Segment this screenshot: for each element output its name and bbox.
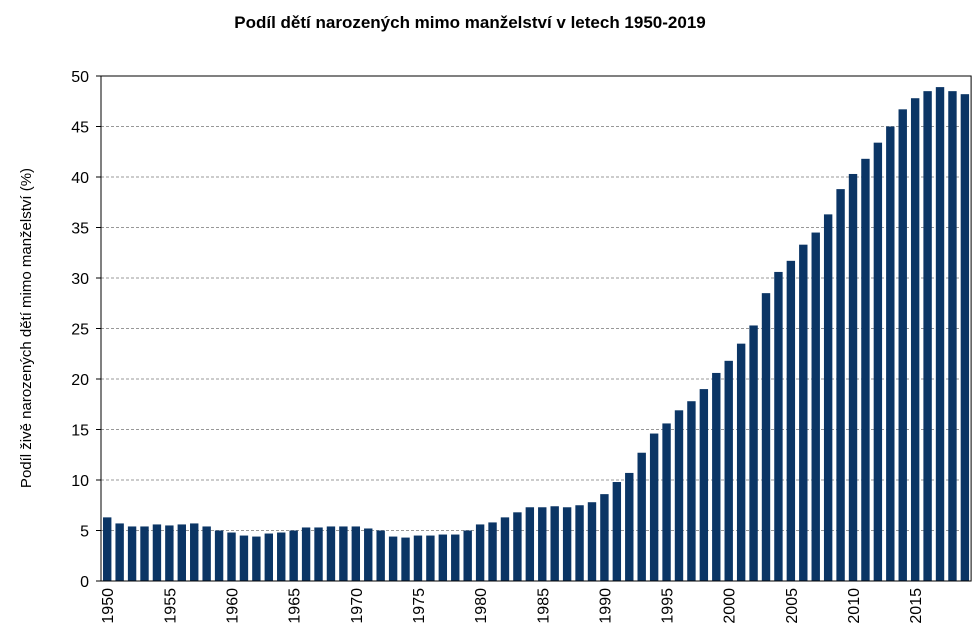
- x-tick-label: 1955: [162, 588, 179, 624]
- bar: [127, 526, 137, 581]
- bar: [376, 530, 385, 581]
- bar: [289, 530, 298, 581]
- bar: [252, 536, 261, 581]
- bar: [314, 527, 323, 581]
- bar: [438, 534, 448, 581]
- bar: [886, 126, 895, 581]
- bar: [339, 526, 348, 581]
- bar: [736, 343, 746, 581]
- bar: [451, 534, 460, 581]
- bar: [202, 526, 211, 581]
- bar: [699, 389, 709, 581]
- x-tick-label: 1975: [411, 588, 428, 624]
- bar: [140, 526, 149, 581]
- x-tick-label: 1980: [473, 588, 490, 624]
- bar: [848, 173, 858, 581]
- x-tick-label: 2005: [784, 588, 801, 624]
- bar: [575, 505, 584, 581]
- bar: [538, 507, 547, 581]
- bar: [898, 109, 907, 581]
- bar: [326, 526, 336, 581]
- bar: [426, 535, 435, 581]
- bar: [500, 517, 510, 581]
- bar: [799, 244, 808, 582]
- bar: [674, 410, 684, 581]
- bar: [662, 423, 671, 581]
- bar: [513, 512, 522, 581]
- bar: [948, 91, 957, 582]
- bar: [600, 494, 609, 581]
- bar: [264, 533, 274, 581]
- bar: [935, 87, 945, 582]
- bar: [625, 472, 634, 581]
- x-tick-label: 1990: [597, 588, 614, 624]
- bar: [413, 535, 423, 581]
- y-tick-label: 35: [71, 221, 89, 238]
- bar: [923, 91, 932, 582]
- bar: [786, 260, 796, 581]
- bar: [550, 506, 559, 581]
- x-tick-label: 2010: [846, 588, 863, 624]
- bar: [227, 532, 236, 581]
- y-tick-label: 30: [71, 271, 89, 288]
- bar: [214, 530, 224, 581]
- bar: [761, 293, 771, 581]
- chart-title: Podíl dětí narozených mimo manželství v …: [234, 13, 705, 32]
- x-tick-label: 1960: [225, 588, 242, 624]
- bar: [277, 532, 286, 581]
- bar: [388, 536, 398, 581]
- bar: [861, 158, 870, 581]
- y-tick-label: 20: [71, 372, 89, 389]
- bar: [562, 507, 572, 581]
- y-tick-label: 10: [71, 473, 89, 490]
- bar: [910, 98, 920, 581]
- y-tick-label: 40: [71, 170, 89, 187]
- bar: [103, 517, 112, 581]
- y-tick-label: 45: [71, 120, 89, 137]
- bar: [823, 214, 833, 581]
- bar: [152, 524, 162, 581]
- bar: [749, 325, 758, 581]
- y-tick-label: 15: [71, 423, 89, 440]
- bar: [475, 524, 485, 581]
- y-tick-label: 0: [80, 574, 89, 591]
- y-tick-label: 50: [71, 69, 89, 86]
- bar: [351, 526, 361, 581]
- x-tick-label: 2015: [908, 588, 925, 624]
- bar: [364, 528, 373, 581]
- bar: [190, 523, 199, 581]
- bar: [525, 507, 535, 581]
- bar: [687, 401, 696, 581]
- bar: [836, 189, 845, 581]
- plot-frame: [100, 75, 972, 582]
- y-tick-label: 25: [71, 322, 89, 339]
- bar: [177, 524, 186, 581]
- x-tick-label: 1970: [349, 588, 366, 624]
- bar: [612, 482, 622, 581]
- bar: [488, 522, 497, 581]
- bar: [811, 232, 820, 582]
- x-tick-label: 1995: [660, 588, 677, 624]
- bar: [115, 523, 124, 581]
- x-tick-label: 1950: [100, 588, 117, 624]
- y-tick-label: 5: [80, 524, 89, 541]
- x-tick-label: 2000: [722, 588, 739, 624]
- bar: [463, 530, 472, 581]
- bar: [165, 525, 174, 581]
- bar: [401, 537, 410, 581]
- bar: [637, 452, 646, 581]
- x-tick-label: 1965: [287, 588, 304, 624]
- bar: [774, 271, 783, 581]
- bar: [712, 372, 721, 581]
- bar: [649, 433, 659, 581]
- bar: [587, 502, 597, 581]
- bar: [873, 142, 883, 581]
- y-axis-label: Podíl živě narozených dětí mimo manželst…: [18, 168, 35, 488]
- bar: [724, 360, 733, 581]
- bar: [960, 94, 970, 582]
- x-tick-label: 1985: [535, 588, 552, 624]
- bar: [239, 535, 249, 581]
- bar: [301, 527, 311, 581]
